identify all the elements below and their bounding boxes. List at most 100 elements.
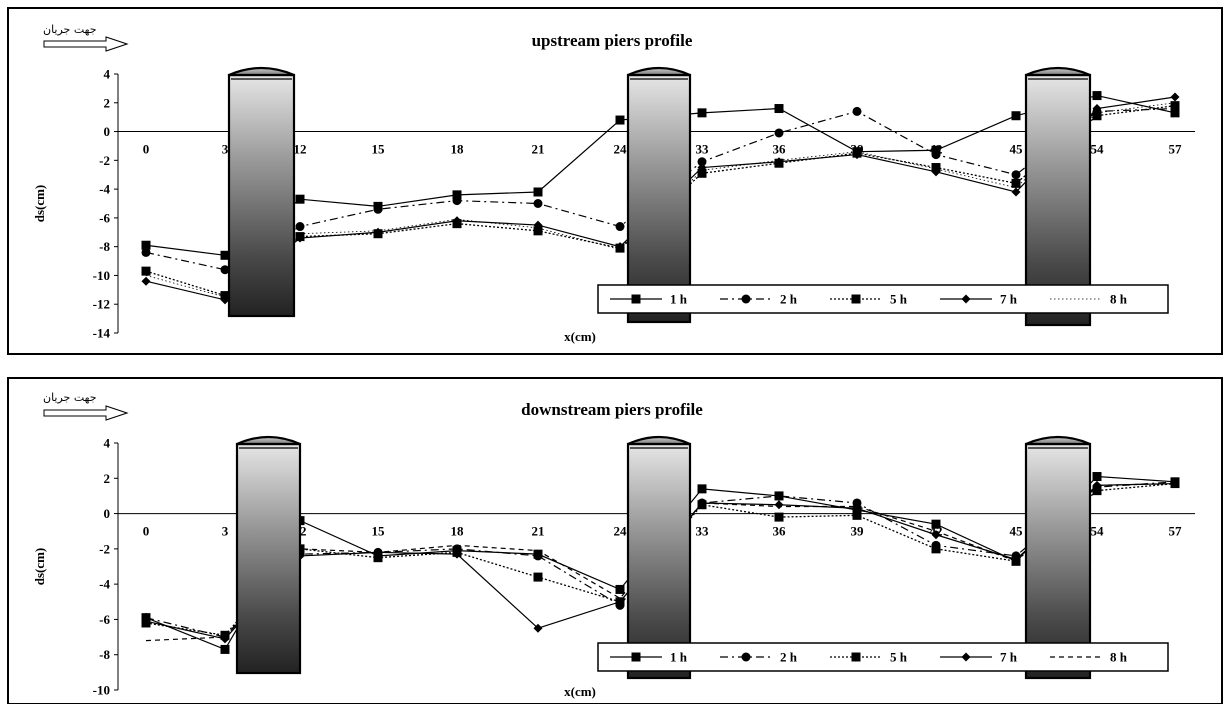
x-tick-label: 0 xyxy=(143,524,150,539)
data-point xyxy=(1092,472,1102,482)
data-point xyxy=(533,572,543,582)
data-point xyxy=(931,544,941,554)
y-axis-label: ds(cm) xyxy=(32,548,47,586)
data-point xyxy=(697,108,707,118)
pier-body xyxy=(626,73,692,324)
data-point xyxy=(452,196,462,206)
x-tick-label: 0 xyxy=(143,142,150,157)
data-point xyxy=(774,157,784,167)
pier-1 xyxy=(235,435,302,675)
pier-1 xyxy=(227,66,296,318)
x-tick-label: 54 xyxy=(1091,524,1105,539)
x-tick-label: 18 xyxy=(451,142,465,157)
data-point xyxy=(774,491,784,501)
pier-body xyxy=(1024,442,1092,680)
y-tick-label: -10 xyxy=(93,268,110,283)
x-tick-label: 57 xyxy=(1169,142,1183,157)
x-tick-label: 12 xyxy=(294,142,307,157)
x-tick-label: 33 xyxy=(696,142,710,157)
x-tick-label: 15 xyxy=(372,524,386,539)
data-point xyxy=(220,250,230,260)
x-tick-label: 45 xyxy=(1010,524,1024,539)
legend-label: 1 h xyxy=(670,650,688,665)
pier-2 xyxy=(626,66,692,324)
pier-3 xyxy=(1024,66,1092,327)
x-tick-label: 45 xyxy=(1010,142,1024,157)
legend-swatch-marker xyxy=(741,652,751,662)
x-axis-label: x(cm) xyxy=(564,684,596,699)
data-point xyxy=(615,597,625,607)
x-axis-label: x(cm) xyxy=(564,329,596,344)
data-point xyxy=(452,216,462,226)
legend-box xyxy=(597,284,1169,314)
x-tick-label: 21 xyxy=(532,524,545,539)
data-point xyxy=(615,222,625,232)
data-point xyxy=(1092,91,1102,101)
x-tick-label: 3 xyxy=(222,142,229,157)
y-tick-label: -2 xyxy=(99,153,110,168)
x-tick-label: 21 xyxy=(532,142,545,157)
x-tick-label: 3 xyxy=(222,524,229,539)
legend-swatch-marker xyxy=(741,294,751,304)
data-point xyxy=(533,226,543,236)
y-axis-label: ds(cm) xyxy=(32,185,47,223)
data-point xyxy=(1170,479,1180,489)
pier-cap xyxy=(236,435,301,446)
pier-body xyxy=(235,442,302,675)
pier-cap xyxy=(1025,66,1091,77)
pier-body xyxy=(626,442,692,680)
data-point xyxy=(774,500,784,510)
x-tick-label: 24 xyxy=(614,524,628,539)
data-point xyxy=(852,106,862,116)
x-tick-label: 54 xyxy=(1091,142,1105,157)
y-tick-label: -4 xyxy=(99,182,110,197)
data-point xyxy=(852,498,862,508)
x-tick-label: 36 xyxy=(773,142,787,157)
data-point xyxy=(852,510,862,520)
pier-cap xyxy=(1025,435,1091,446)
data-point xyxy=(1011,554,1021,564)
data-point xyxy=(1092,480,1102,490)
x-tick-label: 15 xyxy=(372,142,386,157)
y-tick-label: 2 xyxy=(104,471,111,486)
data-point xyxy=(615,242,625,252)
flow-arrow-icon xyxy=(43,405,129,421)
series-8-h xyxy=(145,482,1176,642)
x-tick-label: 33 xyxy=(696,524,710,539)
data-point xyxy=(295,222,305,232)
legend-label: 8 h xyxy=(1110,650,1128,665)
data-point xyxy=(774,104,784,114)
y-tick-label: 4 xyxy=(104,436,111,451)
legend-swatch-marker xyxy=(961,652,971,662)
data-point xyxy=(774,128,784,138)
flow-direction-label: جهت جریان xyxy=(43,391,97,404)
y-tick-label: -6 xyxy=(99,612,110,627)
data-point xyxy=(697,168,707,178)
data-point xyxy=(1170,92,1180,102)
y-tick-label: -2 xyxy=(99,541,110,556)
flow-direction-label: جهت جریان xyxy=(43,23,97,36)
data-point xyxy=(141,240,151,250)
x-tick-label: 57 xyxy=(1169,524,1183,539)
data-point xyxy=(141,247,151,257)
data-point xyxy=(220,295,230,305)
pier-cap xyxy=(627,435,691,446)
pier-body xyxy=(227,73,296,318)
data-point xyxy=(931,150,941,160)
y-tick-label: 2 xyxy=(104,95,111,110)
chart-title: downstream piers profile xyxy=(521,400,703,419)
data-point xyxy=(533,551,543,561)
data-point xyxy=(697,157,707,167)
legend-swatch-marker xyxy=(961,294,971,304)
y-tick-label: -12 xyxy=(93,297,110,312)
data-point xyxy=(220,265,230,275)
y-tick-label: -8 xyxy=(99,239,110,254)
legend-label: 5 h xyxy=(890,650,908,665)
data-point xyxy=(615,115,625,125)
chart-panel-1: جهت جریان upstream piers profile 4 2 0 -2 -4 -6… xyxy=(7,7,1223,355)
data-point xyxy=(373,553,383,563)
data-point xyxy=(774,512,784,522)
data-point xyxy=(1092,104,1102,114)
chart-frame xyxy=(7,377,1223,704)
